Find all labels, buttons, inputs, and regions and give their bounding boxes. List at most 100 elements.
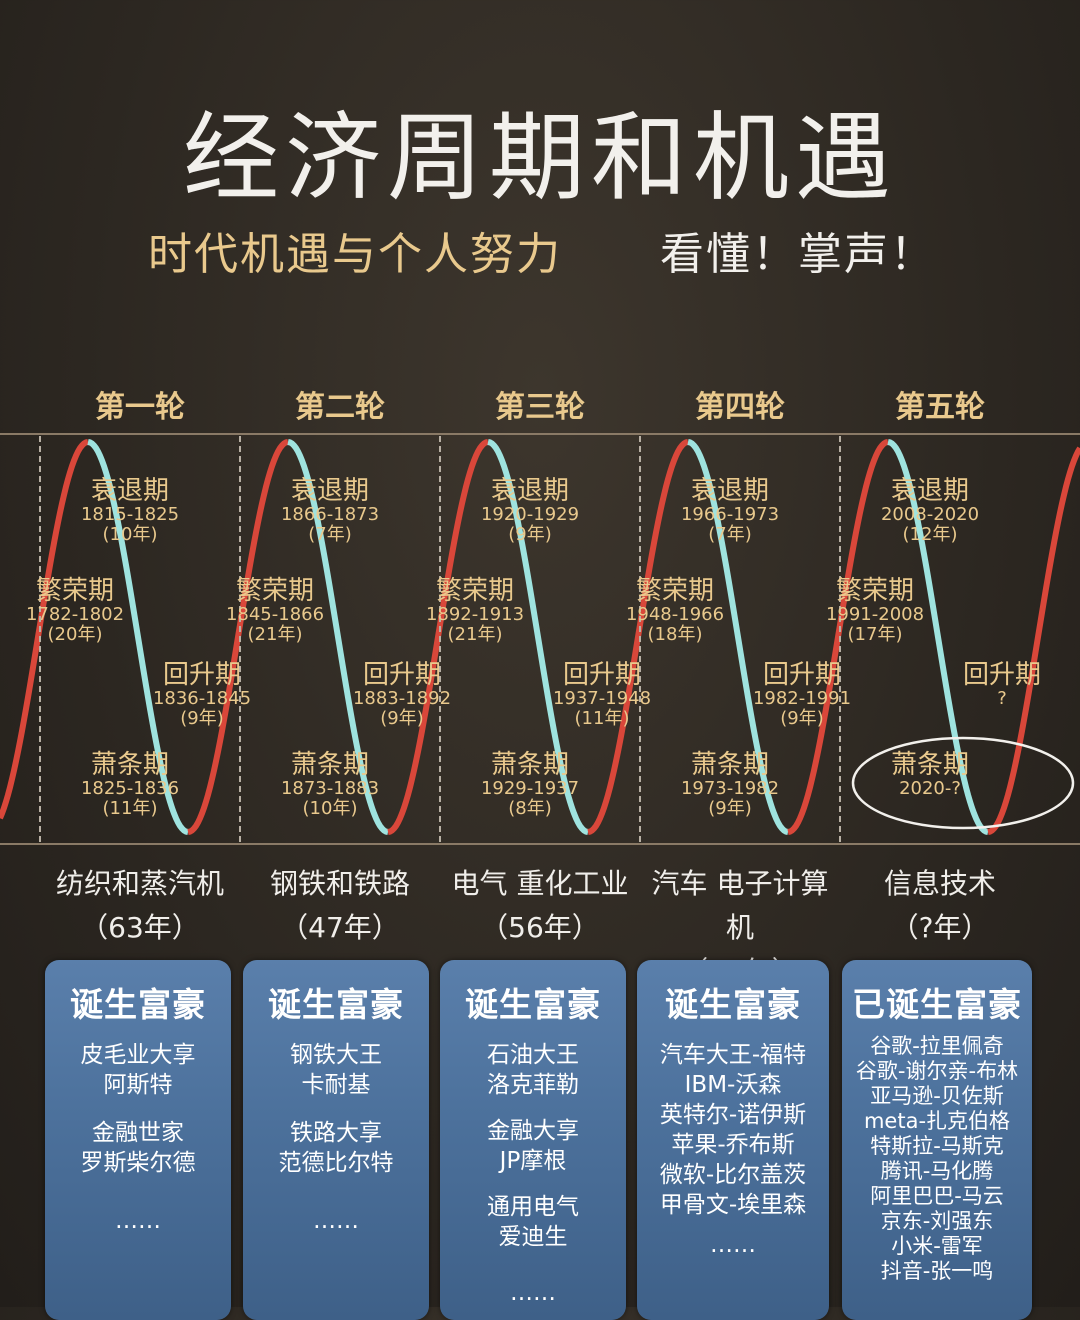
falling-segment [487,439,589,835]
phase-years: 1973-1982 [680,778,780,799]
phase-depression: 萧条期 2020-? [860,752,1000,800]
phase-years: 1883-1892 [352,688,452,709]
round-label: 第三轮 [495,390,585,425]
phase-depression: 萧条期 1973-1982 (9年) [660,752,800,818]
phase-name: 萧条期 [890,750,969,780]
tycoon-item: 小米-雷军 [891,1234,983,1258]
phase-name: 衰退期 [490,476,569,506]
round-divider [439,436,441,842]
phase-name: 繁荣期 [835,576,914,606]
tycoon-item: …… [115,1208,161,1234]
phase-years: 1982-1991 [752,688,852,709]
phase-name: 回升期 [362,660,441,690]
tycoon-item: 抖音-张一鸣 [880,1259,994,1283]
rising-segment [187,439,289,835]
phase-recovery: 回升期 1883-1892 (9年) [332,662,472,728]
round-divider [639,436,641,842]
falling-segment [87,439,189,835]
phase-duration: (8年) [508,798,552,819]
phase-name: 衰退期 [690,476,769,506]
round-divider [839,436,841,842]
phase-duration: (12年) [902,524,958,545]
phase-recovery: 回升期 ? [932,662,1072,710]
phase-years: 1866-1873 [280,504,380,525]
phase-duration: (11年) [102,798,158,819]
phase-recovery: 回升期 1937-1948 (11年) [532,662,672,728]
industry-name: 信息技术 [883,867,996,900]
tycoon-item: …… [313,1208,359,1234]
phase-name: 繁荣期 [235,576,314,606]
phase-duration: (17年) [847,624,903,645]
slogan: 看懂！掌声！ [660,229,936,280]
phase-recovery: 回升期 1836-1845 (9年) [132,662,272,728]
phase-duration: (9年) [508,524,552,545]
phase-duration: (20年) [47,624,103,645]
phase-years: 1825-1836 [80,778,180,799]
tycoon-item: 通用电气 [487,1194,579,1220]
industry-label: 纺织和蒸汽机 （63年） [40,862,240,950]
tycoon-item: 谷歌-谢尔亲-布林 [855,1059,1019,1083]
industry-label: 钢铁和铁路 （47年） [240,862,440,950]
phase-years: 1937-1948 [552,688,652,709]
tycoon-item: 阿里巴巴-马云 [870,1184,1004,1208]
tycoon-card: 诞生富豪 皮毛业大享 阿斯特 金融世家 罗斯柴尔德 …… [45,960,231,1320]
tycoon-item: 皮毛业大享 [80,1042,196,1068]
rising-segment [387,439,489,835]
tycoon-item: 金融世家 [92,1120,184,1146]
phase-years: 2020-? [899,778,961,799]
phase-duration: (9年) [780,708,824,729]
phase-name: 繁荣期 [435,576,514,606]
tycoon-item: 罗斯柴尔德 [80,1150,196,1176]
rising-segment [987,446,1080,835]
round-divider [39,436,41,842]
phase-recovery: 回升期 1982-1991 (9年) [732,662,872,728]
phase-name: 萧条期 [690,750,769,780]
phase-name: 萧条期 [290,750,369,780]
tycoon-card-title: 诞生富豪 [665,985,801,1024]
phase-years: 1782-1802 [25,604,125,625]
phase-duration: (10年) [102,524,158,545]
tycoon-item: JP摩根 [499,1148,567,1174]
phase-name: 繁荣期 [635,576,714,606]
tycoon-card: 诞生富豪 汽车大王-福特 IBM-沃森 英特尔-诺伊斯 苹果-乔布斯 微软-比尔盖茨 甲骨… [637,960,829,1320]
phase-years: ? [997,688,1007,709]
phase-name: 萧条期 [490,750,569,780]
tycoon-item: 石油大王 [487,1042,579,1068]
phase-boom: 繁荣期 1782-1802 (20年) [5,578,145,644]
phase-depression: 萧条期 1929-1937 (8年) [460,752,600,818]
industry-name: 纺织和蒸汽机 [55,867,224,900]
phase-years: 1929-1937 [480,778,580,799]
phase-recession: 衰退期 1966-1973 (7年) [660,478,800,544]
phase-recession: 衰退期 1920-1929 (9年) [460,478,600,544]
phase-years: 1845-1866 [225,604,325,625]
subtitle: 时代机遇与个人努力 [148,229,562,280]
cycle-wave [0,439,1080,835]
phase-boom: 繁荣期 1991-2008 (17年) [805,578,945,644]
highlight-ellipse [851,736,1075,830]
tycoon-item: 汽车大王-福特 [659,1042,807,1068]
tycoon-item: 京东-刘强东 [880,1209,994,1233]
falling-segment [887,439,989,835]
phase-boom: 繁荣期 1845-1866 (21年) [205,578,345,644]
phase-years: 1836-1845 [152,688,252,709]
tycoon-item: 微软-比尔盖茨 [659,1162,807,1188]
tycoon-item: 苹果-乔布斯 [671,1132,795,1158]
rising-segment [787,439,889,835]
tycoon-card-title: 已诞生富豪 [852,985,1022,1024]
phase-duration: (18年) [647,624,703,645]
phase-recession: 衰退期 2008-2020 (12年) [860,478,1000,544]
phase-name: 回升期 [962,660,1041,690]
phase-years: 1892-1913 [425,604,525,625]
chart-top-line [0,433,1080,435]
tycoon-item: 金融大享 [487,1118,579,1144]
falling-segment [687,439,789,835]
phase-depression: 萧条期 1873-1883 (10年) [260,752,400,818]
phase-name: 衰退期 [890,476,969,506]
tycoon-card-title: 诞生富豪 [70,985,206,1024]
phase-years: 1948-1966 [625,604,725,625]
phase-duration: (10年) [302,798,358,819]
phase-duration: (11年) [574,708,630,729]
tycoon-item: 卡耐基 [301,1072,371,1098]
phase-name: 回升期 [762,660,841,690]
round-divider [239,436,241,842]
